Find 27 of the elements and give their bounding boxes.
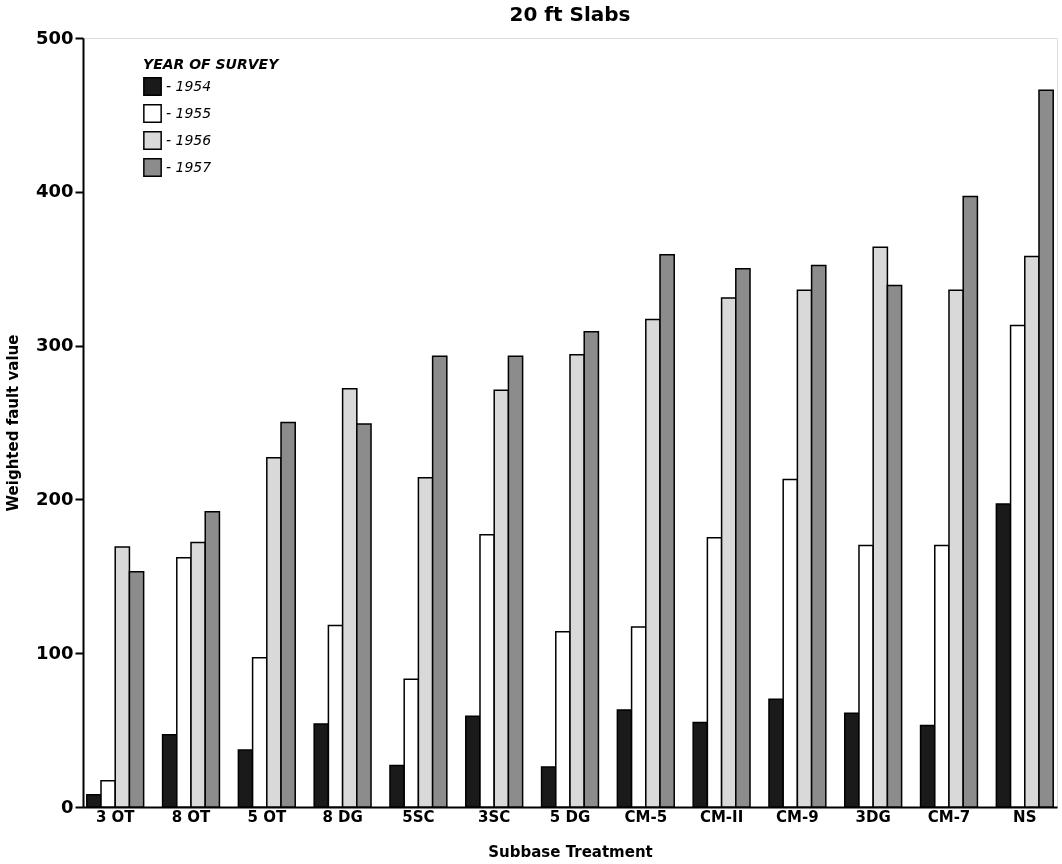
x-tick-label: CM-7 — [927, 807, 971, 826]
y-axis-title: Weighted fault value — [3, 334, 22, 512]
x-tick-label: CM-5 — [624, 807, 668, 826]
legend-label: - 1954 — [166, 77, 212, 94]
y-tick-label: 200 — [35, 487, 74, 509]
x-tick-label: 5SC — [402, 807, 435, 826]
x-axis-title: Subbase Treatment — [488, 842, 653, 861]
x-tick-label: 3DG — [855, 807, 891, 826]
chart-title: 20 ft Slabs — [509, 2, 631, 26]
y-tick-label: 100 — [35, 641, 74, 663]
x-tick-label: 3SC — [478, 807, 511, 826]
y-tick-label: 0 — [60, 795, 74, 817]
x-tick-label: CM-9 — [776, 807, 819, 826]
legend-label: - 1956 — [166, 131, 212, 148]
y-tick-label: 400 — [35, 180, 74, 202]
x-tick-label: 5 OT — [247, 807, 287, 826]
legend-label: - 1957 — [166, 158, 212, 175]
y-tick-label: 300 — [35, 334, 74, 356]
x-tick-label: 3 OT — [95, 807, 136, 826]
x-tick-label: 5 DG — [549, 807, 591, 826]
x-tick-label: 8 DG — [322, 807, 363, 826]
x-tick-label: 8 OT — [171, 807, 212, 826]
x-tick-label: CM-II — [699, 807, 744, 826]
legend-label: - 1955 — [166, 104, 212, 121]
y-tick-label: 500 — [35, 26, 74, 48]
legend-title: YEAR OF SURVEY — [143, 56, 281, 72]
x-tick-label: NS — [1013, 807, 1037, 826]
